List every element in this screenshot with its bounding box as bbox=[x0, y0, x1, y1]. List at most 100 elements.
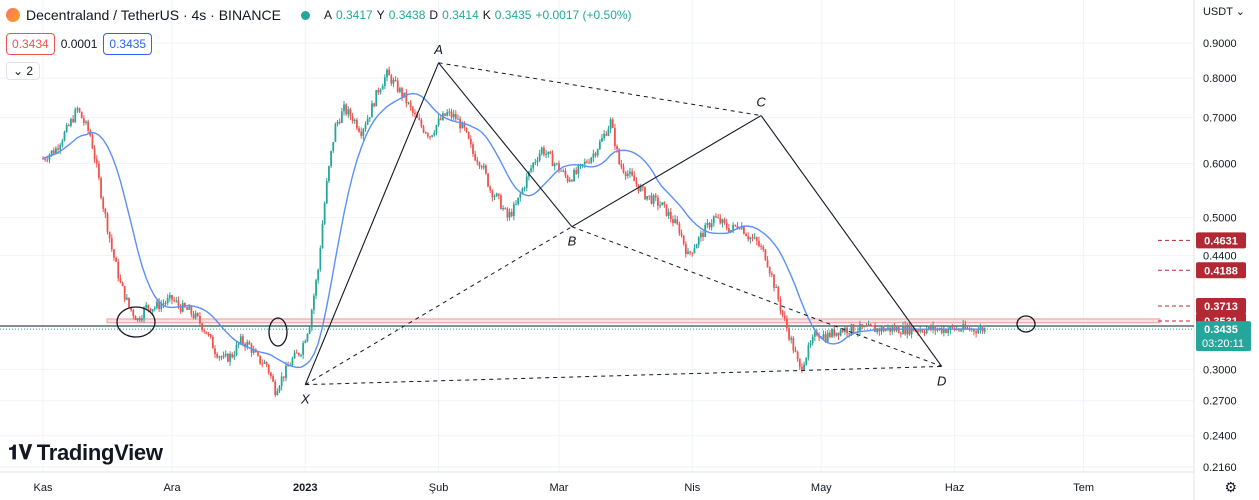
candle-body bbox=[123, 286, 126, 300]
candle-body bbox=[85, 121, 87, 123]
candle-body bbox=[433, 132, 436, 136]
candle-body bbox=[930, 326, 932, 330]
gear-icon[interactable]: ⚙ bbox=[1224, 479, 1237, 495]
candle-body bbox=[229, 353, 231, 362]
grid bbox=[0, 0, 1194, 472]
candle-body bbox=[573, 170, 575, 182]
candle-body bbox=[452, 113, 455, 118]
candle-body bbox=[517, 197, 520, 205]
candle-body bbox=[115, 257, 117, 262]
candle-body bbox=[153, 307, 156, 310]
candle-body bbox=[495, 193, 498, 197]
candle-body bbox=[725, 222, 728, 229]
candle-body bbox=[641, 186, 644, 188]
candle-body bbox=[278, 386, 281, 392]
candle-body bbox=[644, 187, 646, 200]
candle-body bbox=[940, 327, 943, 333]
moving-average-line bbox=[42, 92, 985, 369]
y-tick-label: 0.9000 bbox=[1203, 38, 1237, 50]
candle-body bbox=[175, 300, 178, 302]
candle-body bbox=[715, 216, 717, 218]
candle-body bbox=[609, 119, 612, 129]
candle-body bbox=[476, 160, 479, 163]
candle-body bbox=[411, 107, 414, 113]
sell-button[interactable]: 0.3434 bbox=[6, 33, 55, 55]
candle-body bbox=[745, 233, 747, 237]
candle-body bbox=[487, 173, 489, 187]
candle-body bbox=[457, 118, 459, 120]
pattern-point-x: X bbox=[300, 392, 311, 407]
candle-body bbox=[364, 124, 367, 129]
candle-body bbox=[848, 333, 851, 335]
candle-body bbox=[293, 352, 296, 359]
indicator-count: 2 bbox=[26, 64, 34, 78]
x-tick-label: Mar bbox=[550, 482, 569, 494]
candle-body bbox=[622, 166, 625, 173]
candle-body bbox=[697, 237, 700, 245]
candle-body bbox=[736, 225, 739, 229]
bar-countdown-label: 03:20:11 bbox=[1202, 338, 1244, 350]
tradingview-logo: 𝟏𝐕 TradingView bbox=[8, 440, 163, 466]
x-tick-label: Kas bbox=[34, 482, 53, 494]
candle-body bbox=[396, 80, 399, 92]
candle-body bbox=[334, 123, 337, 142]
candle-body bbox=[205, 331, 208, 334]
candle-body bbox=[338, 121, 341, 123]
candle-body bbox=[272, 376, 274, 382]
candle-body bbox=[730, 229, 732, 233]
candle-body bbox=[418, 117, 421, 121]
candle-body bbox=[824, 334, 827, 342]
candle-body bbox=[381, 85, 384, 90]
currency-label: USDT bbox=[1202, 6, 1233, 18]
candle-body bbox=[237, 343, 240, 345]
candle-body bbox=[317, 269, 320, 281]
candle-body bbox=[829, 332, 831, 337]
candle-body bbox=[323, 203, 326, 225]
y-tick-label: 0.6000 bbox=[1203, 158, 1237, 170]
y-tick-label: 0.7000 bbox=[1203, 113, 1237, 125]
candle-body bbox=[263, 362, 266, 364]
candle-body bbox=[558, 163, 560, 171]
candle-body bbox=[624, 172, 627, 177]
candle-body bbox=[788, 328, 790, 340]
candle-body bbox=[732, 224, 735, 230]
candle-body bbox=[700, 232, 702, 238]
ohlc-close-key: K bbox=[482, 8, 491, 22]
currency-selector[interactable]: USDT ⌄ bbox=[1203, 5, 1245, 18]
candle-body bbox=[287, 365, 289, 367]
candle-body bbox=[340, 111, 343, 123]
candle-body bbox=[306, 333, 309, 341]
candle-body bbox=[603, 133, 606, 139]
candle-body bbox=[571, 179, 573, 182]
x-tick-label: Nis bbox=[684, 482, 700, 494]
candle-body bbox=[695, 244, 698, 249]
candle-body bbox=[721, 219, 724, 224]
candle-body bbox=[315, 280, 317, 296]
candle-body bbox=[706, 223, 709, 225]
candle-body bbox=[629, 171, 631, 174]
chart-header: Decentraland / TetherUS · 4s · BINANCE A… bbox=[6, 7, 632, 23]
candle-body bbox=[405, 92, 408, 104]
candle-body bbox=[87, 121, 90, 131]
candle-body bbox=[822, 334, 825, 339]
symbol-logo-icon bbox=[6, 8, 20, 22]
candle-body bbox=[962, 324, 965, 331]
candle-body bbox=[510, 211, 513, 216]
candle-body bbox=[233, 354, 236, 358]
candle-body bbox=[564, 170, 567, 176]
candle-body bbox=[368, 117, 371, 119]
x-tick-label: Ara bbox=[163, 482, 181, 494]
candle-body bbox=[536, 160, 539, 162]
candle-body bbox=[134, 315, 137, 321]
candle-body bbox=[598, 141, 601, 150]
buy-button[interactable]: 0.3435 bbox=[103, 33, 153, 55]
symbol-title[interactable]: Decentraland / TetherUS · 4s · BINANCE bbox=[26, 7, 281, 23]
candle-body bbox=[467, 131, 470, 139]
candle-body bbox=[581, 164, 584, 166]
candle-body bbox=[650, 195, 653, 204]
candle-body bbox=[975, 331, 977, 334]
candle-body bbox=[684, 243, 687, 255]
indicator-toggle-button[interactable]: ⌄ 2 bbox=[6, 62, 41, 80]
pattern-diag-AC bbox=[438, 62, 762, 117]
